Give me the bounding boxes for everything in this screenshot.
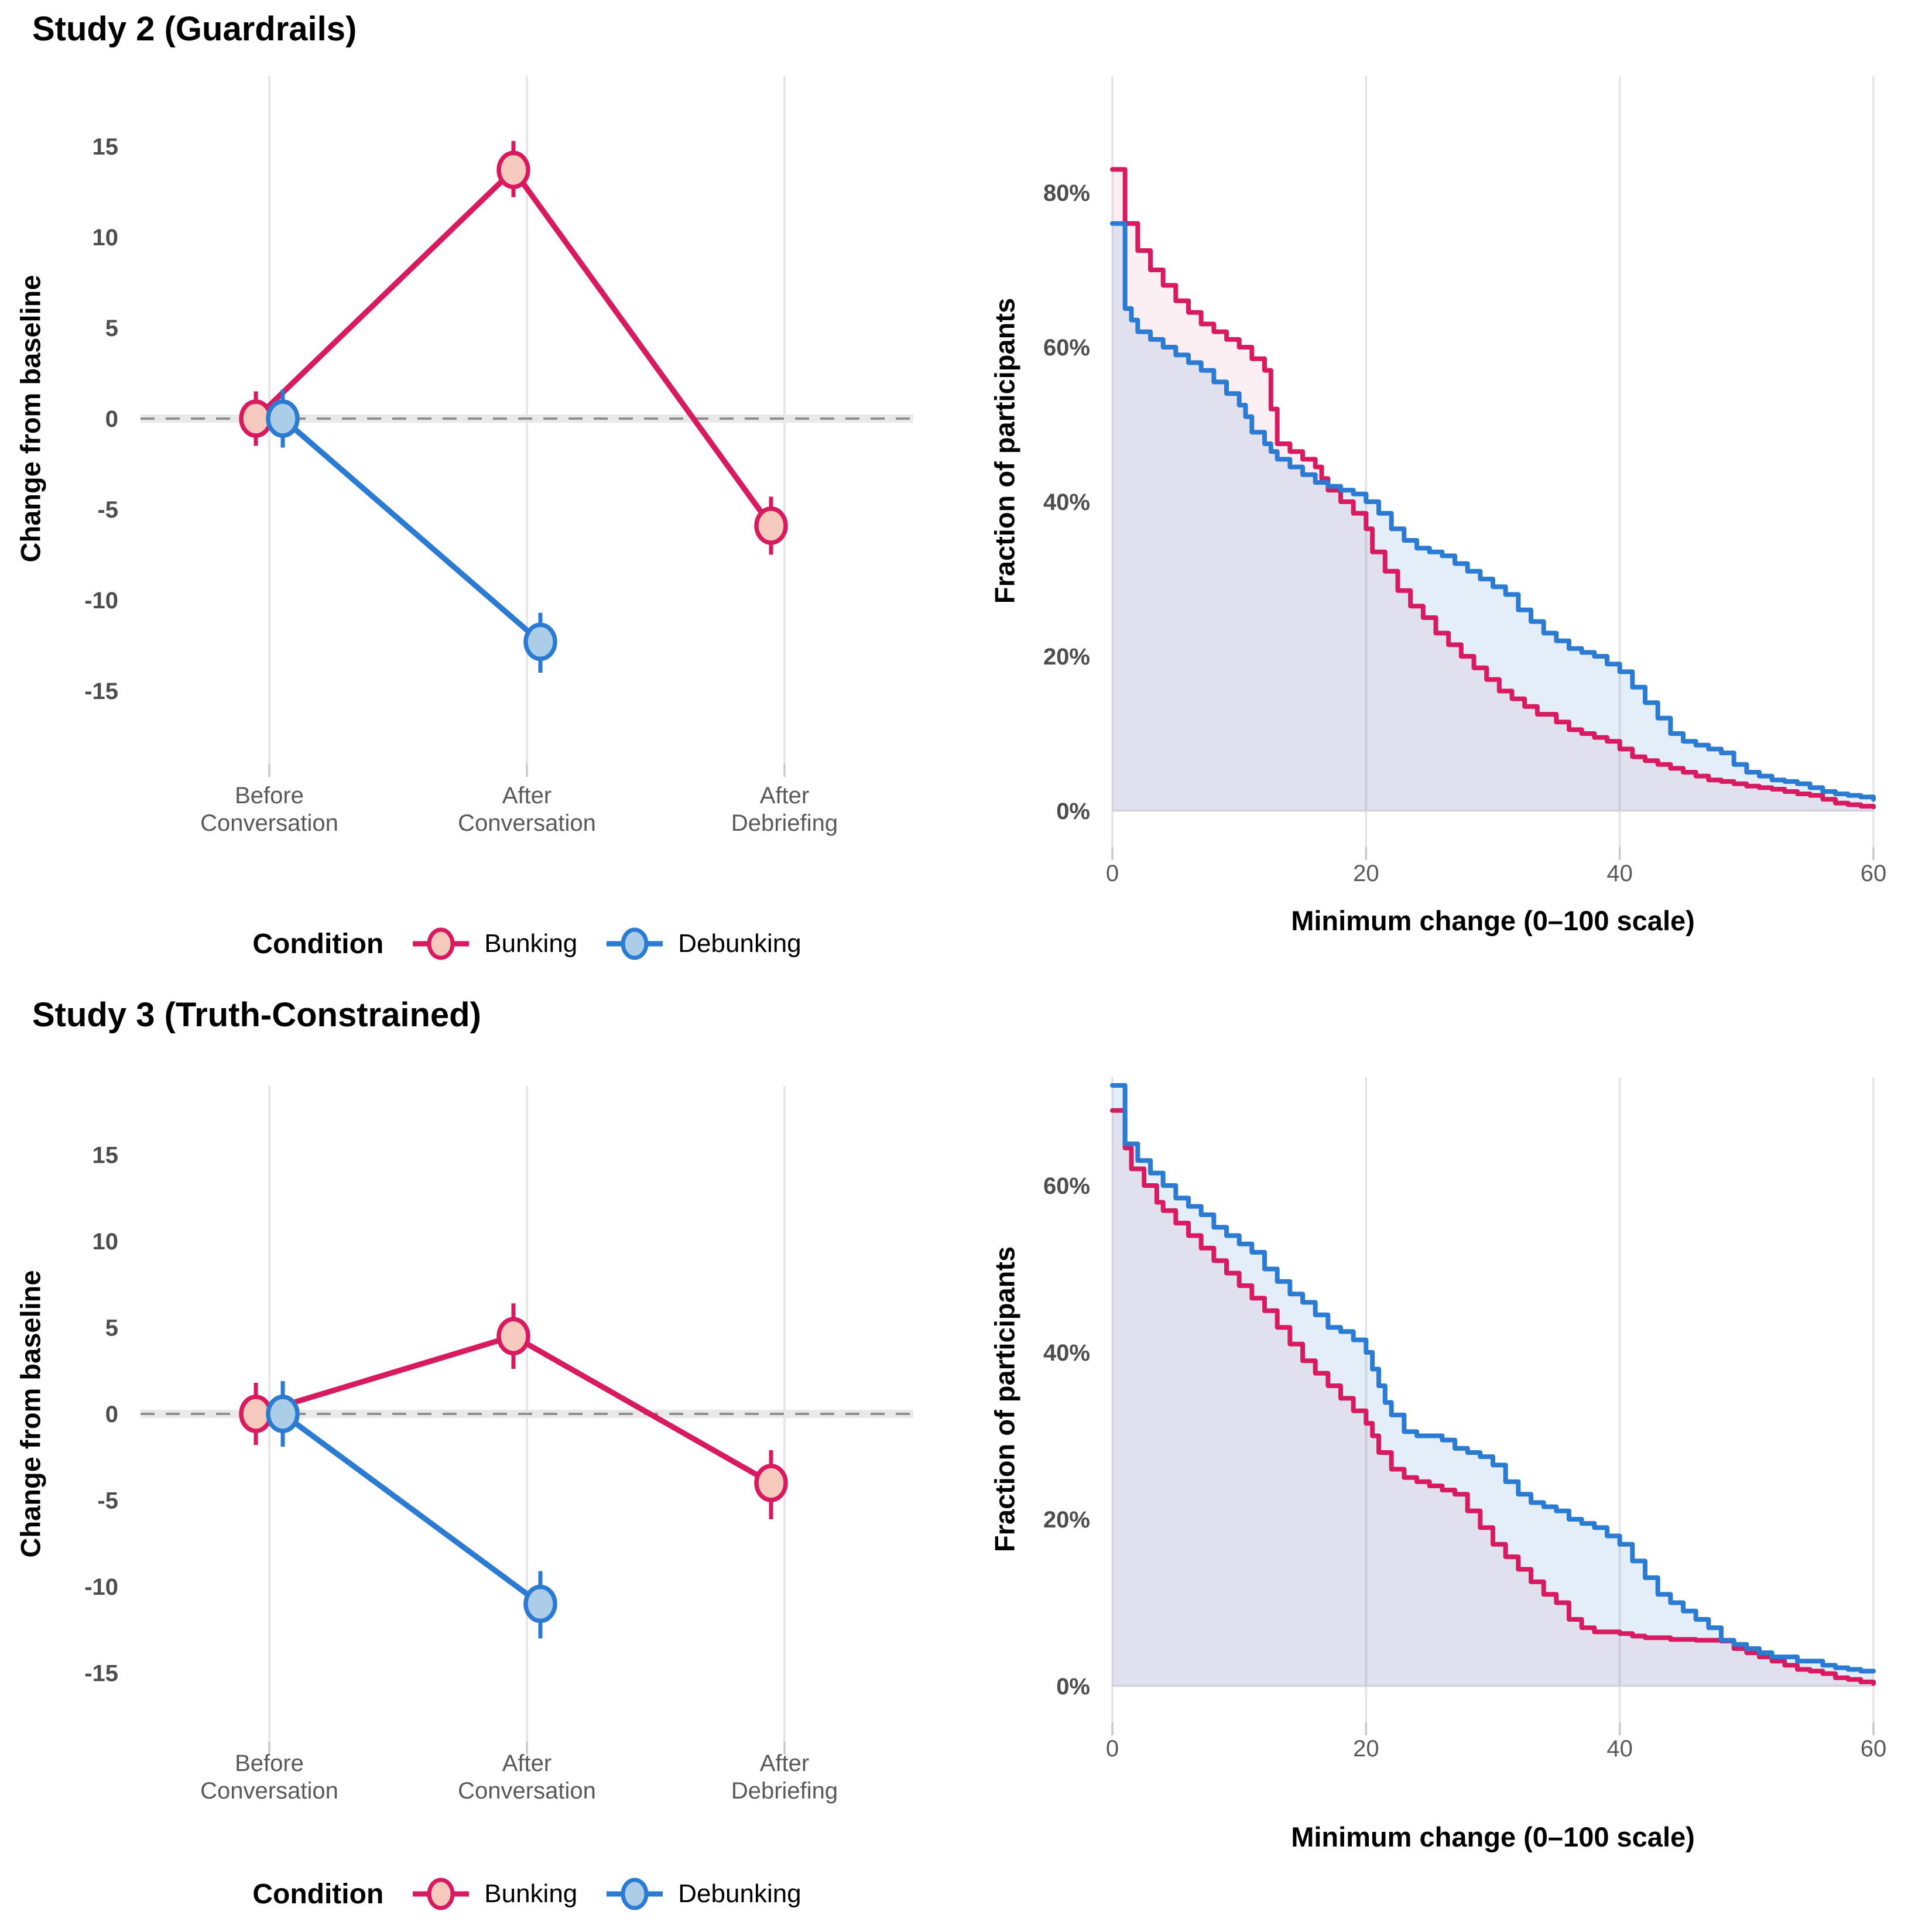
y-tick-label: 15 bbox=[93, 134, 119, 160]
study3-ecdf-y-axis-title: Fraction of participants bbox=[989, 1246, 1020, 1553]
bunking-area-fill bbox=[1112, 1110, 1873, 1686]
study2-y-axis-title: Change from baseline bbox=[15, 275, 46, 563]
legend-title: Condition bbox=[252, 1878, 384, 1910]
legend-item-label: Debunking bbox=[678, 929, 801, 958]
study2-ecdf-y-axis-title: Fraction of participants bbox=[989, 297, 1020, 604]
bunking-key-icon bbox=[413, 1878, 470, 1910]
debunking-step-line bbox=[1110, 221, 1876, 802]
y-tick-label: 0 bbox=[105, 406, 118, 432]
y-tick-label: -5 bbox=[97, 1488, 118, 1514]
y-tick-label: 20% bbox=[1043, 644, 1090, 670]
bunking-step-line bbox=[1110, 1108, 1876, 1686]
legend-item-debunking: Debunking bbox=[604, 1874, 801, 1914]
debunking-key-icon bbox=[607, 1878, 663, 1910]
study3-ecdf-x-axis-title: Minimum change (0–100 scale) bbox=[1291, 1821, 1695, 1852]
y-tick-label: 60% bbox=[1043, 1173, 1090, 1199]
y-tick-label: 40% bbox=[1043, 489, 1090, 515]
y-tick-label: 0% bbox=[1056, 799, 1090, 824]
debunking-point bbox=[266, 1395, 300, 1433]
debunking-area-fill bbox=[1112, 1085, 1873, 1686]
study3-title: Study 3 (Truth-Constrained) bbox=[32, 996, 481, 1034]
x-tick-label: 60 bbox=[1861, 1736, 1887, 1762]
y-tick-label: 10 bbox=[93, 225, 119, 251]
y-tick-label: 0% bbox=[1056, 1674, 1090, 1700]
y-tick-label: 80% bbox=[1043, 180, 1090, 206]
bunking-key-icon bbox=[413, 927, 470, 960]
x-tick-label: 40 bbox=[1606, 861, 1633, 886]
debunking-series-line bbox=[280, 416, 543, 645]
debunking-key-icon bbox=[607, 927, 663, 960]
bunking-point bbox=[496, 1317, 530, 1355]
x-category-label: Before Conversation bbox=[200, 783, 338, 836]
legend-item-debunking: Debunking bbox=[604, 924, 801, 964]
y-tick-label: 5 bbox=[105, 316, 118, 341]
x-category-label: After Debriefing bbox=[731, 1751, 838, 1804]
x-tick-label: 20 bbox=[1353, 1736, 1379, 1762]
legend-condition-study2: Condition Bunking Debunking bbox=[141, 920, 913, 967]
study2-ecdf-x-axis-title: Minimum change (0–100 scale) bbox=[1291, 905, 1695, 936]
x-tick-label: 0 bbox=[1106, 861, 1119, 886]
x-tick-label: 0 bbox=[1106, 1736, 1119, 1762]
y-tick-label: 10 bbox=[93, 1229, 119, 1255]
debunking-area-fill bbox=[1112, 223, 1873, 811]
study3-y-axis-title: Change from baseline bbox=[15, 1270, 46, 1558]
debunking-point bbox=[523, 1584, 557, 1623]
debunking-point bbox=[266, 399, 300, 438]
legend-item-label: Debunking bbox=[678, 1879, 801, 1908]
y-tick-label: 15 bbox=[93, 1143, 119, 1169]
y-tick-label: -10 bbox=[84, 1574, 118, 1600]
bunking-area-fill bbox=[1112, 169, 1873, 811]
legend-item-bunking: Bunking bbox=[410, 1874, 577, 1914]
x-category-label: After Debriefing bbox=[731, 783, 838, 836]
x-category-label: After Conversation bbox=[458, 783, 596, 836]
y-tick-label: 40% bbox=[1043, 1340, 1090, 1366]
y-tick-label: 5 bbox=[105, 1316, 118, 1341]
x-tick-label: 20 bbox=[1353, 861, 1379, 886]
y-tick-label: -10 bbox=[84, 588, 118, 614]
legend-title: Condition bbox=[252, 928, 384, 960]
bunking-point bbox=[754, 506, 788, 545]
debunking-step-line bbox=[1110, 1083, 1876, 1674]
y-tick-label: -15 bbox=[84, 679, 118, 704]
bunking-step-line bbox=[1110, 167, 1876, 810]
x-category-label: After Conversation bbox=[458, 1751, 596, 1804]
y-tick-label: 0 bbox=[105, 1402, 118, 1427]
legend-item-bunking: Bunking bbox=[410, 924, 577, 964]
legend-condition-study3: Condition Bunking Debunking bbox=[141, 1871, 913, 1917]
x-tick-label: 60 bbox=[1861, 861, 1887, 886]
legend-item-label: Bunking bbox=[484, 929, 578, 958]
x-category-label: Before Conversation bbox=[200, 1751, 338, 1804]
y-tick-label: 20% bbox=[1043, 1507, 1090, 1533]
x-tick-label: 40 bbox=[1606, 1736, 1633, 1762]
y-tick-label: 60% bbox=[1043, 335, 1090, 361]
y-tick-label: -5 bbox=[97, 497, 118, 523]
study2-title: Study 2 (Guardrails) bbox=[32, 10, 357, 48]
bunking-series-line bbox=[253, 167, 774, 529]
legend-item-label: Bunking bbox=[484, 1879, 578, 1908]
bunking-point bbox=[496, 150, 530, 190]
y-tick-label: -15 bbox=[84, 1661, 118, 1687]
debunking-point bbox=[523, 622, 557, 662]
debunking-series-line bbox=[280, 1411, 543, 1607]
bunking-point bbox=[754, 1464, 788, 1502]
